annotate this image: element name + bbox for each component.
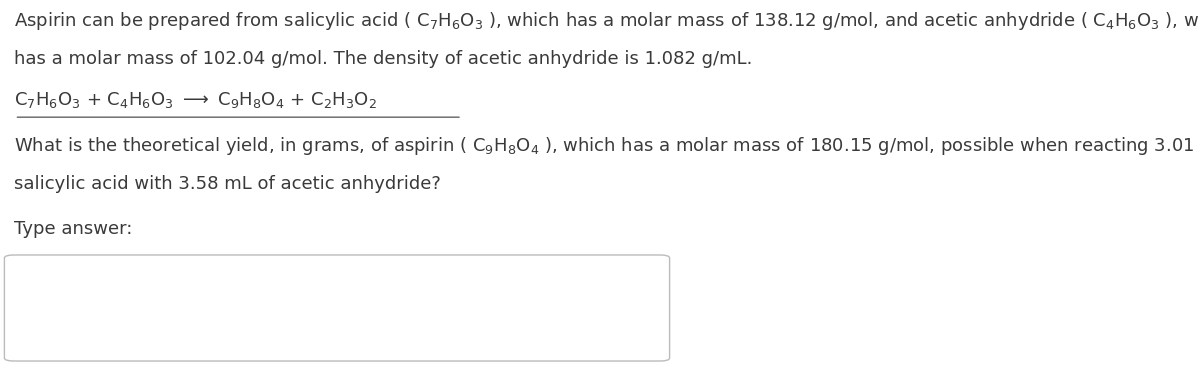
Text: Type answer:: Type answer: — [14, 220, 133, 238]
Text: has a molar mass of 102.04 g/mol. The density of acetic anhydride is 1.082 g/mL.: has a molar mass of 102.04 g/mol. The de… — [14, 50, 752, 68]
Text: What is the theoretical yield, in grams, of aspirin ( C$_9$H$_8$O$_4$ ), which h: What is the theoretical yield, in grams,… — [14, 135, 1200, 157]
Text: Aspirin can be prepared from salicylic acid ( C$_7$H$_6$O$_3$ ), which has a mol: Aspirin can be prepared from salicylic a… — [14, 10, 1200, 32]
FancyBboxPatch shape — [5, 255, 670, 361]
Text: salicylic acid with 3.58 mL of acetic anhydride?: salicylic acid with 3.58 mL of acetic an… — [14, 175, 442, 193]
Text: C$_7$H$_6$O$_3$ + C$_4$H$_6$O$_3$ $\longrightarrow$ C$_9$H$_8$O$_4$ + C$_2$H$_3$: C$_7$H$_6$O$_3$ + C$_4$H$_6$O$_3$ $\long… — [14, 90, 377, 110]
